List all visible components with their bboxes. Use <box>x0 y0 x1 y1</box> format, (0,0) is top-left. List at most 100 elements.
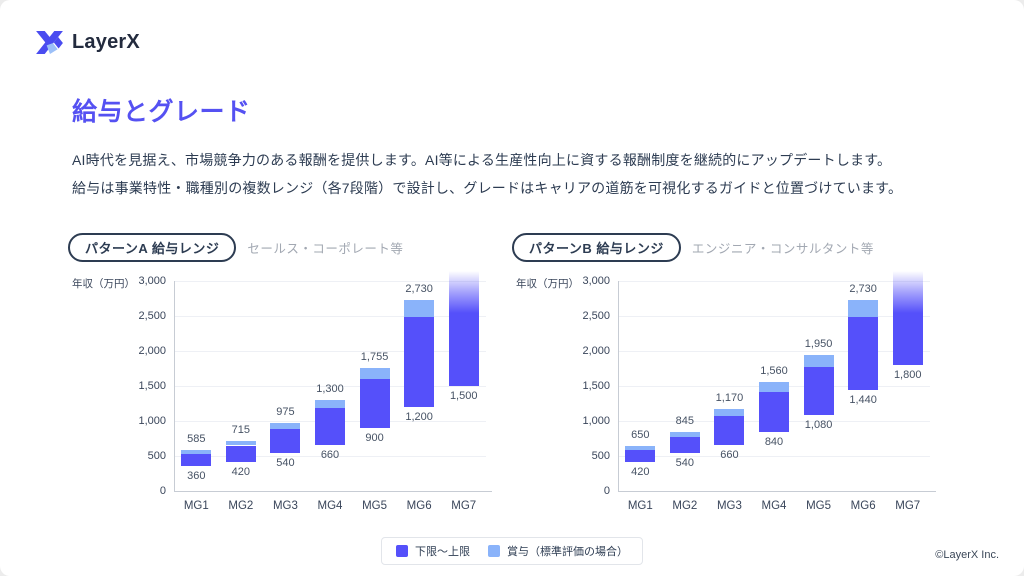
x-axis-category-label: MG1 <box>183 500 209 512</box>
y-axis-tick-label: 500 <box>591 449 610 462</box>
x-axis-line <box>618 491 936 492</box>
bar-upper-label: 975 <box>276 405 295 418</box>
bar-upper-label: 1,755 <box>360 351 389 364</box>
x-axis-category-label: MG5 <box>806 500 832 512</box>
bar-base-segment <box>669 437 700 454</box>
legend-label-range: 下限～上限 <box>415 546 470 558</box>
chart-a-header: パターンA 給与レンジ セールス・コーポレート等 <box>68 232 488 262</box>
chart-legend: 下限～上限 賞与（標準評価の場合） <box>0 537 1024 565</box>
chart-b-header: パターンB 給与レンジ エンジニア・コンサルタント等 <box>512 232 932 262</box>
gridline <box>618 281 930 282</box>
bar-lower-label: 660 <box>320 448 340 461</box>
bar-lower-label: 660 <box>720 448 739 461</box>
legend-box: 下限～上限 賞与（標準評価の場合） <box>381 537 643 565</box>
bar-bonus-segment <box>225 440 256 446</box>
bar-base-segment <box>225 445 256 462</box>
gridline <box>174 456 486 457</box>
bar-base-segment <box>359 379 390 428</box>
x-axis-category-label: MG4 <box>761 500 787 512</box>
bar-lower-label: 1,440 <box>849 394 877 407</box>
x-axis-category-label: MG5 <box>362 500 388 512</box>
bar-lower-label: 540 <box>276 457 295 470</box>
y-axis-tick-label: 1,000 <box>582 414 610 427</box>
intro-line-1: AI時代を見据え、市場競争力のある報酬を提供します。AI等による生産性向上に資す… <box>72 152 892 168</box>
bar-lower-label: 1,500 <box>449 390 478 402</box>
bar-bonus-segment <box>315 400 345 409</box>
x-axis-category-label: MG4 <box>317 500 343 512</box>
y-axis-tick-label: 2,500 <box>138 309 166 322</box>
legend-item-bonus: 賞与（標準評価の場合） <box>488 543 628 559</box>
gridline <box>174 351 486 352</box>
bar-bonus-segment <box>803 354 834 367</box>
bar-bonus-segment <box>625 445 656 450</box>
y-axis-tick-label: 3,000 <box>138 274 166 287</box>
bar-base-segment <box>404 317 435 407</box>
chart-b-plot: 年収（万円） 0 500 1,000 1,500 2,000 2,500 3,000 650 42… <box>512 267 936 517</box>
x-axis-category-label: MG7 <box>895 500 921 512</box>
chart-a-title-pill: パターンA 給与レンジ <box>68 232 237 262</box>
y-axis-tick-label: 1,500 <box>138 379 166 392</box>
bar-base-segment <box>848 317 879 391</box>
legend-swatch-range <box>396 545 408 557</box>
bar-bonus-segment <box>181 450 212 454</box>
bar-upper-label: 585 <box>187 433 206 446</box>
bar-lower-label: 540 <box>675 457 695 470</box>
x-axis-category-label: MG1 <box>627 500 653 512</box>
bar-lower-label: 900 <box>365 432 384 444</box>
x-axis-category-label: MG2 <box>672 500 698 512</box>
bar-bonus-segment <box>848 299 879 318</box>
bar-open-ended <box>448 271 479 386</box>
bar-lower-label: 840 <box>764 436 784 449</box>
bar-upper-label: 1,560 <box>760 364 788 377</box>
bar-lower-label: 1,800 <box>893 369 922 381</box>
layerx-logo-icon <box>36 31 63 54</box>
bar-upper-label: 2,730 <box>405 282 433 295</box>
y-axis-line <box>618 281 619 491</box>
bar-base-segment <box>803 366 834 416</box>
footer-credit: ©LayerX Inc. <box>935 549 999 561</box>
bar-lower-label: 420 <box>231 465 251 478</box>
legend-swatch-bonus <box>488 545 500 557</box>
gridline <box>174 316 486 317</box>
bar-lower-label: 1,200 <box>405 411 433 423</box>
y-axis-line <box>174 281 175 491</box>
charts-row: パターンA 給与レンジ セールス・コーポレート等 年収（万円） 0 500 1,000… <box>68 232 936 517</box>
y-axis-tick-label: 2,000 <box>582 344 610 357</box>
chart-b-subtitle: エンジニア・コンサルタント等 <box>691 241 874 256</box>
bar-open-ended <box>892 271 923 365</box>
y-axis-tick-label: 1,000 <box>138 414 166 427</box>
bar-base-segment <box>270 429 301 454</box>
bar-bonus-segment <box>759 381 789 392</box>
gridline <box>618 456 930 457</box>
chart-pattern-b: パターンB 給与レンジ エンジニア・コンサルタント等 年収（万円） 0 500 1,0… <box>512 232 936 517</box>
bar-lower-label: 420 <box>631 465 650 478</box>
x-axis-category-label: MG3 <box>272 500 298 512</box>
y-axis-title: 年収（万円） <box>72 278 135 290</box>
bar-lower-label: 1,080 <box>804 419 833 432</box>
y-axis-tick-label: 1,500 <box>582 379 610 392</box>
logo: LayerX <box>36 31 140 54</box>
intro-text: AI時代を見据え、市場競争力のある報酬を提供します。AI等による生産性向上に資す… <box>72 146 962 202</box>
y-axis-title: 年収（万円） <box>516 278 579 290</box>
bar-upper-label: 2,730 <box>849 282 877 295</box>
y-axis-tick-label: 2,000 <box>138 344 166 357</box>
bar-upper-label: 715 <box>231 423 251 436</box>
bar-upper-label: 1,950 <box>804 337 833 350</box>
bar-base-segment <box>759 391 789 433</box>
y-axis-tick-label: 0 <box>159 484 166 497</box>
legend-item-range: 下限～上限 <box>396 543 470 559</box>
x-axis-category-label: MG6 <box>850 500 876 512</box>
bar-bonus-segment <box>669 431 700 438</box>
chart-a-subtitle: セールス・コーポレート等 <box>247 241 404 256</box>
y-axis-tick-label: 2,500 <box>582 309 610 322</box>
x-axis-line <box>174 491 492 492</box>
x-axis-category-label: MG3 <box>716 500 742 512</box>
gridline <box>618 316 930 317</box>
y-axis-tick-label: 0 <box>603 484 610 497</box>
bar-upper-label: 845 <box>675 414 695 427</box>
bar-upper-label: 1,170 <box>715 392 744 405</box>
bar-bonus-segment <box>270 422 301 430</box>
x-axis-category-label: MG6 <box>406 500 432 512</box>
gridline <box>174 281 486 282</box>
